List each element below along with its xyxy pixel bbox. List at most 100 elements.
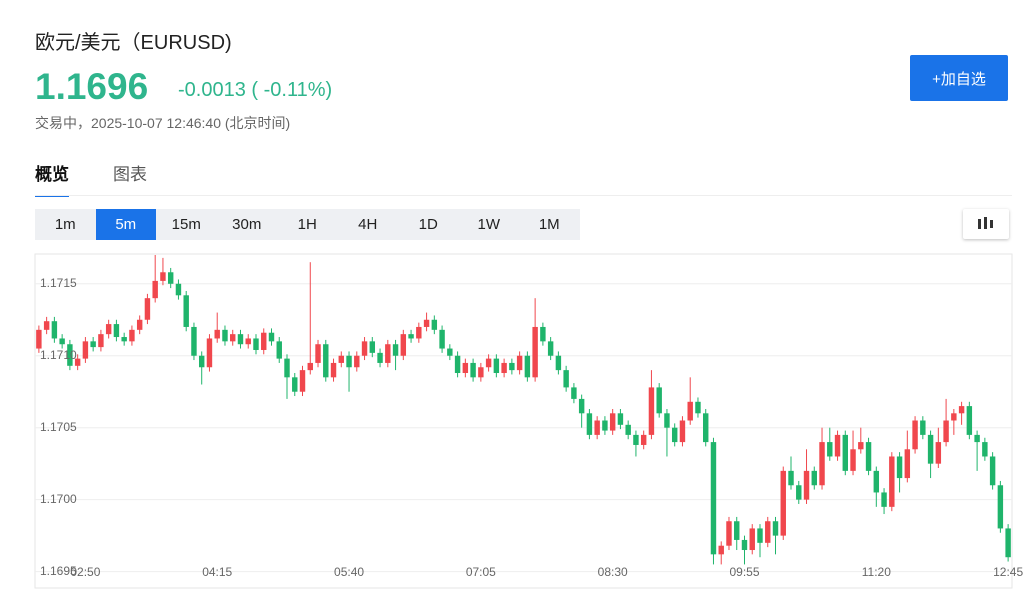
x-tick-label: 11:20 xyxy=(862,565,891,579)
chart-type-button[interactable] xyxy=(963,209,1009,239)
candle-body xyxy=(656,387,662,414)
separator xyxy=(35,195,1012,196)
candle-body xyxy=(865,442,872,471)
candle-body xyxy=(175,283,182,296)
candle-body xyxy=(873,470,880,493)
candle-body xyxy=(478,367,484,378)
candle-body xyxy=(920,420,926,435)
candle-body xyxy=(772,521,779,536)
candle-body xyxy=(1005,528,1011,558)
candle-body xyxy=(687,401,693,421)
candle-body xyxy=(540,326,546,342)
candle-body xyxy=(734,521,740,540)
y-tick-label: 1.1695 xyxy=(40,564,77,578)
candle-body xyxy=(400,334,407,356)
candle-body xyxy=(82,341,89,359)
x-tick-label: 04:15 xyxy=(202,565,232,579)
candle-body xyxy=(354,355,360,368)
y-tick-label: 1.1705 xyxy=(40,420,77,434)
candle-body xyxy=(392,344,399,356)
candle-body xyxy=(671,427,678,443)
candle-body xyxy=(935,442,942,464)
candle-body xyxy=(191,326,197,356)
candle-body xyxy=(741,539,748,551)
candle-body xyxy=(431,319,438,330)
candle-body xyxy=(788,470,794,486)
candle-body xyxy=(237,334,244,345)
candle-body xyxy=(346,355,352,368)
candle-body xyxy=(90,341,96,348)
candle-body xyxy=(198,355,205,368)
y-tick-label: 1.1715 xyxy=(40,276,77,290)
tab[interactable]: 图表 xyxy=(113,165,147,184)
candle-body xyxy=(276,341,282,359)
candle-body xyxy=(67,344,73,366)
candle-body xyxy=(292,377,298,392)
candle-body xyxy=(679,420,686,443)
candle-body xyxy=(803,470,810,500)
candle-body xyxy=(664,413,670,428)
candle-body xyxy=(594,420,600,435)
y-tick-label: 1.1710 xyxy=(40,348,77,362)
candle-body xyxy=(222,329,228,342)
candle-body xyxy=(710,442,717,555)
candle-body xyxy=(51,321,58,339)
candle-body xyxy=(602,420,608,431)
interval-button[interactable]: 30m xyxy=(232,216,262,233)
candle-body xyxy=(408,334,414,339)
interval-button[interactable]: 1D xyxy=(418,216,438,233)
candle-body xyxy=(563,370,569,388)
candle-body xyxy=(780,470,786,536)
candle-body xyxy=(881,492,887,507)
interval-button[interactable]: 1m xyxy=(54,216,76,233)
candle-body xyxy=(206,338,213,368)
price: 1.1696 xyxy=(35,66,149,107)
candle-body xyxy=(493,358,500,374)
x-tick-label: 02:50 xyxy=(70,565,100,579)
interval-button[interactable]: 1W xyxy=(477,216,501,233)
candle-body xyxy=(454,355,461,374)
interval-button[interactable]: 1H xyxy=(297,216,317,233)
candle-body xyxy=(578,398,585,414)
candle-body xyxy=(904,449,911,479)
candle-body xyxy=(447,348,453,356)
candle-body xyxy=(113,324,120,338)
candle-body xyxy=(912,420,918,450)
candle-body xyxy=(423,319,430,327)
candle-body xyxy=(284,358,290,378)
candle-body xyxy=(811,470,817,486)
interval-button[interactable]: 5m xyxy=(95,209,156,240)
candle-body xyxy=(323,344,329,378)
add-watchlist-button[interactable]: +加自选 xyxy=(910,55,1008,101)
candle-body xyxy=(819,442,825,486)
candle-body xyxy=(997,485,1004,529)
candle-body xyxy=(648,387,655,435)
candle-body xyxy=(43,321,50,330)
candle-body xyxy=(571,387,577,399)
candle-body xyxy=(470,362,476,378)
candle-body xyxy=(136,319,143,330)
candle-body xyxy=(160,272,166,281)
tab[interactable]: 概览 xyxy=(35,160,69,197)
candle-body xyxy=(982,442,988,457)
candle-body xyxy=(268,332,275,342)
candle-body xyxy=(889,456,895,507)
candle-body xyxy=(718,545,724,555)
candle-body xyxy=(315,344,321,363)
candle-body xyxy=(555,355,562,371)
x-tick-label: 05:40 xyxy=(334,565,364,579)
candle-body xyxy=(36,329,42,349)
interval-button[interactable]: 4H xyxy=(358,216,378,233)
candle-body xyxy=(547,341,554,356)
interval-button[interactable]: 1M xyxy=(538,216,560,233)
candle-body xyxy=(152,280,158,299)
candle-body xyxy=(927,434,934,464)
candle-body xyxy=(361,341,368,356)
interval-button[interactable]: 15m xyxy=(171,216,201,233)
candle-body xyxy=(183,295,189,327)
candle-body xyxy=(524,355,531,378)
candle-body xyxy=(129,329,135,342)
candle-body xyxy=(765,521,771,543)
